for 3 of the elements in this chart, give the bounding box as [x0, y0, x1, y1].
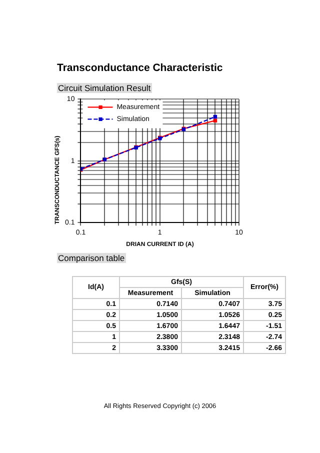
text: Comparison table — [57, 253, 126, 263]
chart-subtitle: Circuit Simulation Result — [57, 83, 152, 93]
chart-title: Transconductance Characteristic — [57, 62, 223, 74]
